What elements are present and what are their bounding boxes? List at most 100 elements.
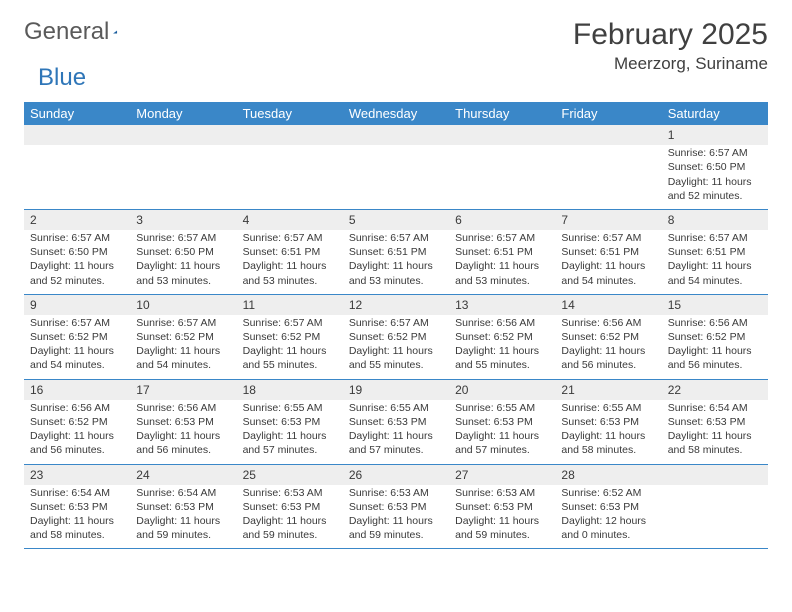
day-number-cell: 24 — [130, 464, 236, 485]
weekday-header: Thursday — [449, 102, 555, 125]
sunrise-text: Sunrise: 6:55 AM — [349, 401, 443, 415]
daylight-text: Daylight: 11 hours and 53 minutes. — [136, 259, 230, 287]
sunset-text: Sunset: 6:52 PM — [668, 330, 762, 344]
daylight-text: Daylight: 11 hours and 52 minutes. — [30, 259, 124, 287]
day-number-cell: 6 — [449, 209, 555, 230]
day-number-cell: 21 — [555, 379, 661, 400]
day-data-cell — [130, 145, 236, 209]
sunset-text: Sunset: 6:53 PM — [561, 500, 655, 514]
day-data-cell: Sunrise: 6:57 AMSunset: 6:51 PMDaylight:… — [343, 230, 449, 294]
sunrise-text: Sunrise: 6:53 AM — [455, 486, 549, 500]
calendar-table: Sunday Monday Tuesday Wednesday Thursday… — [24, 102, 768, 549]
weekday-header: Friday — [555, 102, 661, 125]
day-data-cell — [237, 145, 343, 209]
sunset-text: Sunset: 6:52 PM — [136, 330, 230, 344]
daylight-text: Daylight: 11 hours and 57 minutes. — [349, 429, 443, 457]
sunrise-text: Sunrise: 6:57 AM — [561, 231, 655, 245]
sunset-text: Sunset: 6:50 PM — [136, 245, 230, 259]
day-number-row: 232425262728 — [24, 464, 768, 485]
daylight-text: Daylight: 11 hours and 59 minutes. — [136, 514, 230, 542]
daylight-text: Daylight: 11 hours and 53 minutes. — [455, 259, 549, 287]
day-number-cell: 12 — [343, 294, 449, 315]
day-number-cell: 7 — [555, 209, 661, 230]
weekday-header: Tuesday — [237, 102, 343, 125]
day-data-cell: Sunrise: 6:55 AMSunset: 6:53 PMDaylight:… — [343, 400, 449, 464]
day-number-cell: 2 — [24, 209, 130, 230]
daylight-text: Daylight: 11 hours and 54 minutes. — [136, 344, 230, 372]
day-number-cell — [449, 125, 555, 145]
sunrise-text: Sunrise: 6:57 AM — [349, 231, 443, 245]
daylight-text: Daylight: 11 hours and 58 minutes. — [668, 429, 762, 457]
weekday-header: Wednesday — [343, 102, 449, 125]
day-number-cell: 15 — [662, 294, 768, 315]
daylight-text: Daylight: 11 hours and 52 minutes. — [668, 175, 762, 203]
day-number-cell — [343, 125, 449, 145]
sunrise-text: Sunrise: 6:57 AM — [243, 316, 337, 330]
sunrise-text: Sunrise: 6:55 AM — [243, 401, 337, 415]
daylight-text: Daylight: 11 hours and 56 minutes. — [136, 429, 230, 457]
daylight-text: Daylight: 11 hours and 57 minutes. — [243, 429, 337, 457]
sunrise-text: Sunrise: 6:52 AM — [561, 486, 655, 500]
sunset-text: Sunset: 6:53 PM — [243, 415, 337, 429]
logo-word1: General — [24, 18, 109, 46]
day-number-cell: 10 — [130, 294, 236, 315]
daylight-text: Daylight: 11 hours and 57 minutes. — [455, 429, 549, 457]
sunset-text: Sunset: 6:51 PM — [349, 245, 443, 259]
day-data-cell: Sunrise: 6:56 AMSunset: 6:52 PMDaylight:… — [449, 315, 555, 379]
day-number-cell: 17 — [130, 379, 236, 400]
sunrise-text: Sunrise: 6:56 AM — [136, 401, 230, 415]
weekday-header: Monday — [130, 102, 236, 125]
day-number-cell: 8 — [662, 209, 768, 230]
day-data-row: Sunrise: 6:57 AMSunset: 6:50 PMDaylight:… — [24, 145, 768, 209]
daylight-text: Daylight: 11 hours and 56 minutes. — [30, 429, 124, 457]
day-number-cell: 1 — [662, 125, 768, 145]
day-data-cell: Sunrise: 6:56 AMSunset: 6:52 PMDaylight:… — [24, 400, 130, 464]
sunset-text: Sunset: 6:53 PM — [136, 500, 230, 514]
daylight-text: Daylight: 11 hours and 54 minutes. — [668, 259, 762, 287]
sunrise-text: Sunrise: 6:57 AM — [30, 231, 124, 245]
day-number-cell: 26 — [343, 464, 449, 485]
sunset-text: Sunset: 6:53 PM — [668, 415, 762, 429]
sunrise-text: Sunrise: 6:55 AM — [561, 401, 655, 415]
day-data-cell — [555, 145, 661, 209]
month-title: February 2025 — [573, 18, 768, 52]
daylight-text: Daylight: 11 hours and 55 minutes. — [243, 344, 337, 372]
day-data-cell: Sunrise: 6:55 AMSunset: 6:53 PMDaylight:… — [555, 400, 661, 464]
sunset-text: Sunset: 6:53 PM — [349, 500, 443, 514]
sunset-text: Sunset: 6:52 PM — [30, 415, 124, 429]
sunrise-text: Sunrise: 6:56 AM — [561, 316, 655, 330]
weekday-header: Saturday — [662, 102, 768, 125]
sunrise-text: Sunrise: 6:57 AM — [668, 146, 762, 160]
day-data-cell: Sunrise: 6:52 AMSunset: 6:53 PMDaylight:… — [555, 485, 661, 549]
sunrise-text: Sunrise: 6:53 AM — [349, 486, 443, 500]
day-number-cell: 27 — [449, 464, 555, 485]
daylight-text: Daylight: 11 hours and 58 minutes. — [561, 429, 655, 457]
daylight-text: Daylight: 11 hours and 54 minutes. — [561, 259, 655, 287]
day-data-cell: Sunrise: 6:54 AMSunset: 6:53 PMDaylight:… — [24, 485, 130, 549]
day-number-cell: 20 — [449, 379, 555, 400]
daylight-text: Daylight: 11 hours and 53 minutes. — [349, 259, 443, 287]
day-data-cell: Sunrise: 6:55 AMSunset: 6:53 PMDaylight:… — [237, 400, 343, 464]
day-data-cell: Sunrise: 6:57 AMSunset: 6:51 PMDaylight:… — [449, 230, 555, 294]
sunset-text: Sunset: 6:52 PM — [30, 330, 124, 344]
day-number-row: 1 — [24, 125, 768, 145]
daylight-text: Daylight: 11 hours and 55 minutes. — [349, 344, 443, 372]
day-data-cell: Sunrise: 6:57 AMSunset: 6:50 PMDaylight:… — [24, 230, 130, 294]
logo: General — [24, 18, 139, 46]
day-number-cell — [555, 125, 661, 145]
day-number-cell: 11 — [237, 294, 343, 315]
daylight-text: Daylight: 11 hours and 59 minutes. — [349, 514, 443, 542]
logo-sail-icon — [113, 22, 118, 42]
sunrise-text: Sunrise: 6:57 AM — [455, 231, 549, 245]
sunset-text: Sunset: 6:50 PM — [668, 160, 762, 174]
day-number-row: 16171819202122 — [24, 379, 768, 400]
sunset-text: Sunset: 6:53 PM — [455, 415, 549, 429]
day-number-cell: 22 — [662, 379, 768, 400]
sunset-text: Sunset: 6:53 PM — [455, 500, 549, 514]
logo-word2: Blue — [38, 64, 86, 92]
day-data-cell: Sunrise: 6:55 AMSunset: 6:53 PMDaylight:… — [449, 400, 555, 464]
sunrise-text: Sunrise: 6:56 AM — [668, 316, 762, 330]
sunrise-text: Sunrise: 6:57 AM — [30, 316, 124, 330]
sunrise-text: Sunrise: 6:54 AM — [136, 486, 230, 500]
day-data-cell — [449, 145, 555, 209]
